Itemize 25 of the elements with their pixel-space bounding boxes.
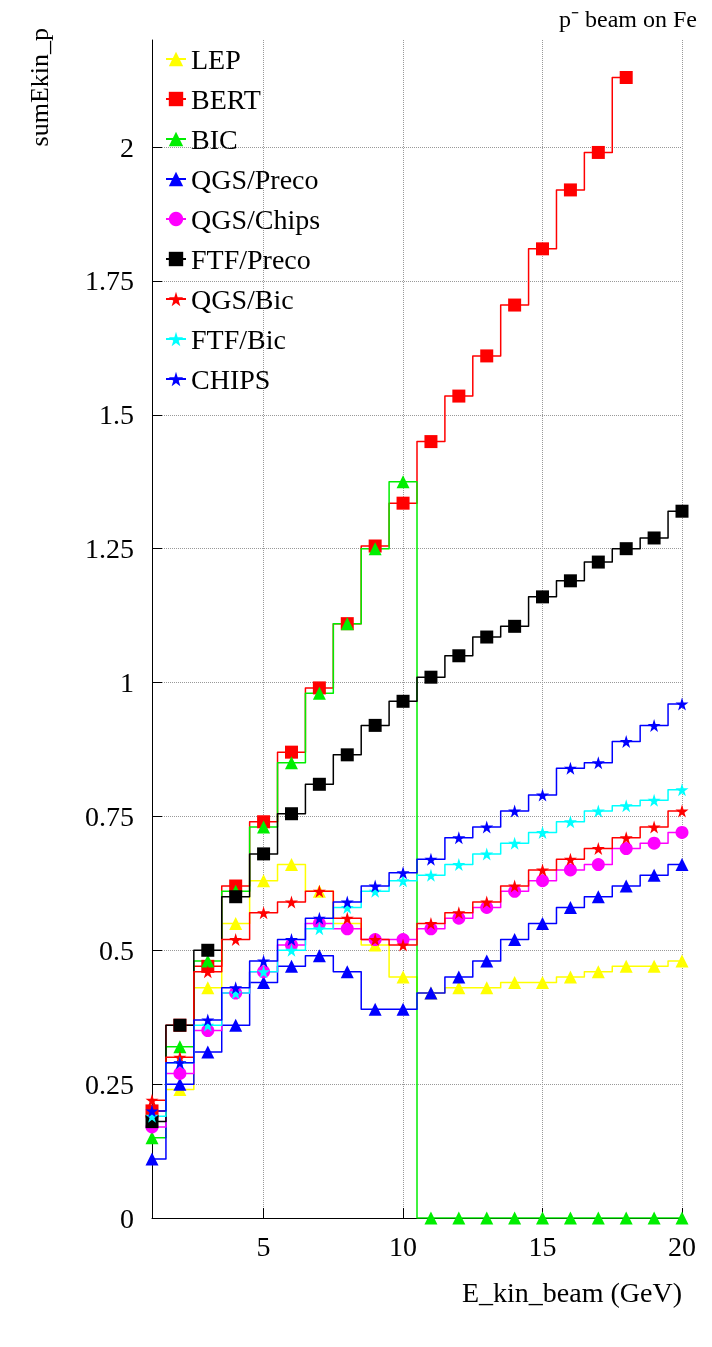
legend-label: FTF/Preco bbox=[191, 243, 311, 275]
legend-label: QGS/Bic bbox=[191, 283, 294, 315]
legend-label: QGS/Preco bbox=[191, 163, 319, 195]
y-tick-label: 1.25 bbox=[85, 533, 134, 565]
y-axis-title: sumEkin_p bbox=[24, 28, 54, 147]
y-tick-label: 1.75 bbox=[85, 265, 134, 297]
x-tick-label: 20 bbox=[668, 1230, 696, 1262]
y-tick-label: 1.5 bbox=[99, 399, 134, 431]
y-tick-label: 1 bbox=[120, 667, 134, 699]
legend-label: CHIPS bbox=[191, 363, 271, 395]
x-tick-label: 15 bbox=[528, 1230, 557, 1262]
legend-label: FTF/Bic bbox=[191, 323, 286, 355]
x-tick-label: 5 bbox=[256, 1230, 271, 1262]
y-tick-label: 0 bbox=[120, 1202, 134, 1234]
legend-label: QGS/Chips bbox=[191, 203, 321, 235]
legend-label: BIC bbox=[191, 123, 238, 155]
legend-label: LEP bbox=[191, 43, 241, 75]
y-tick-label: 0.75 bbox=[85, 800, 134, 832]
chart-title: p⁻ beam on Fe bbox=[559, 6, 698, 32]
y-tick-label: 2 bbox=[120, 131, 134, 163]
legend-label: BERT bbox=[191, 83, 261, 115]
y-tick-label: 0.5 bbox=[99, 934, 134, 966]
y-tick-label: 0.25 bbox=[85, 1068, 134, 1100]
x-tick-label: 10 bbox=[389, 1230, 418, 1262]
x-axis-title: E_kin_beam (GeV) bbox=[461, 1276, 682, 1308]
